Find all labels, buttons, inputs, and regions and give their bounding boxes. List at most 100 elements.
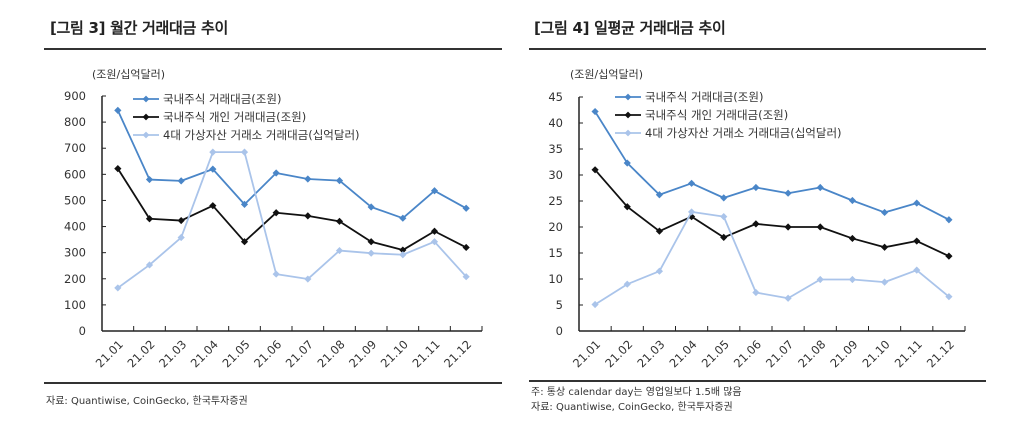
y-tick-label: 25: [548, 194, 563, 208]
series-line-2: [117, 168, 467, 251]
x-tick-label: 21.08: [314, 337, 347, 370]
data-point: [655, 267, 664, 275]
data-point: [209, 165, 217, 173]
x-tick-label: 21.09: [346, 337, 379, 370]
y-axis-unit: (조원/십억달러): [92, 68, 166, 81]
data-point: [177, 233, 185, 242]
data-point: [816, 275, 824, 284]
series-line-2: [594, 169, 950, 257]
x-tick-label: 21.02: [124, 337, 157, 370]
panel-daily-average: [그림 4] 일평균 거래대금 추이 (조원/십억달러) 주: 통상 calen…: [512, 0, 1024, 424]
x-tick-label: 21.01: [570, 337, 603, 370]
data-point: [623, 280, 631, 288]
y-tick-label: 5: [556, 298, 563, 312]
y-tick-label: 800: [64, 115, 86, 129]
source-note: 자료: Quantiwise, CoinGecko, 한국투자증권: [531, 402, 733, 413]
y-tick-label: 300: [64, 246, 86, 260]
y-tick-label: 15: [548, 246, 563, 260]
y-axis-unit: (조원/십억달러): [570, 68, 644, 81]
y-tick-label: 0: [556, 324, 563, 338]
y-tick-label: 30: [548, 168, 563, 182]
data-point: [687, 208, 696, 216]
data-point: [177, 177, 185, 185]
chart-2: 05101520253035404521.0121.0221.0321.0421…: [548, 90, 966, 370]
data-point: [430, 227, 439, 235]
source-note: 자료: Quantiwise, CoinGecko, 한국투자증권: [46, 396, 248, 407]
data-point: [335, 177, 344, 185]
x-tick-label: 21.05: [699, 337, 732, 370]
title-rule: [529, 48, 986, 50]
data-point: [272, 169, 280, 177]
data-point: [816, 223, 824, 231]
data-point: [784, 223, 792, 231]
series-line-1: [117, 109, 467, 220]
x-tick-label: 21.12: [441, 337, 474, 370]
x-tick-label: 21.07: [763, 337, 796, 370]
data-point: [145, 215, 154, 223]
data-point: [784, 294, 792, 302]
data-point: [848, 275, 857, 284]
x-tick-label: 21.06: [251, 337, 284, 370]
data-point: [272, 270, 280, 278]
data-point: [591, 300, 599, 309]
x-tick-label: 21.01: [93, 337, 126, 370]
y-tick-label: 400: [64, 220, 86, 234]
x-tick-label: 21.07: [283, 337, 316, 370]
y-tick-label: 700: [64, 141, 86, 155]
data-point: [784, 189, 792, 197]
data-point: [462, 273, 470, 281]
data-point: [399, 251, 407, 259]
chart-title: [그림 3] 월간 거래대금 추이: [50, 19, 228, 37]
title-rule: [44, 48, 502, 50]
y-tick-label: 900: [64, 89, 86, 103]
data-point: [720, 233, 728, 241]
data-point: [816, 183, 824, 192]
data-point: [687, 179, 696, 187]
data-point: [655, 191, 664, 199]
x-tick-label: 21.04: [667, 337, 700, 370]
data-point: [752, 220, 760, 228]
data-point: [304, 175, 312, 183]
data-point: [945, 293, 953, 301]
x-tick-label: 21.02: [602, 337, 635, 370]
x-tick-label: 21.12: [924, 337, 957, 370]
data-point: [591, 166, 599, 174]
footer-rule: [44, 382, 502, 384]
data-point: [913, 199, 921, 207]
data-point: [880, 208, 889, 217]
chart-title: [그림 4] 일평균 거래대금 추이: [534, 19, 726, 37]
series-line-3: [594, 211, 950, 306]
y-tick-label: 0: [79, 324, 86, 338]
data-point: [430, 238, 439, 246]
x-tick-label: 21.03: [156, 337, 189, 370]
data-point: [335, 246, 344, 255]
data-point: [367, 203, 375, 211]
data-point: [720, 213, 728, 221]
footer-rule: [529, 380, 986, 382]
data-point: [655, 227, 664, 235]
x-tick-label: 21.04: [188, 337, 221, 370]
data-point: [240, 238, 249, 246]
y-tick-label: 40: [548, 116, 563, 130]
data-point: [240, 148, 249, 156]
data-point: [752, 183, 760, 192]
legend-label: 4대 가상자산 거래소 거래대금(십억달러): [645, 126, 842, 140]
data-point: [399, 246, 407, 254]
legend-swatch-marker: [142, 113, 150, 121]
x-tick-label: 21.09: [827, 337, 860, 370]
legend-label: 국내주식 개인 거래대금(조원): [163, 110, 306, 124]
data-point: [913, 237, 921, 245]
y-tick-label: 500: [64, 193, 86, 207]
data-point: [945, 216, 953, 224]
legend-swatch-marker: [142, 95, 150, 103]
data-point: [848, 196, 857, 205]
legend-swatch-marker: [142, 131, 150, 139]
data-point: [880, 243, 889, 251]
data-point: [209, 148, 217, 156]
x-tick-label: 21.11: [892, 337, 925, 370]
series-line-1: [594, 111, 950, 221]
x-tick-label: 21.08: [795, 337, 828, 370]
x-tick-label: 21.06: [731, 337, 764, 370]
legend-label: 4대 가상자산 거래소 거래대금(십억달러): [163, 128, 360, 142]
